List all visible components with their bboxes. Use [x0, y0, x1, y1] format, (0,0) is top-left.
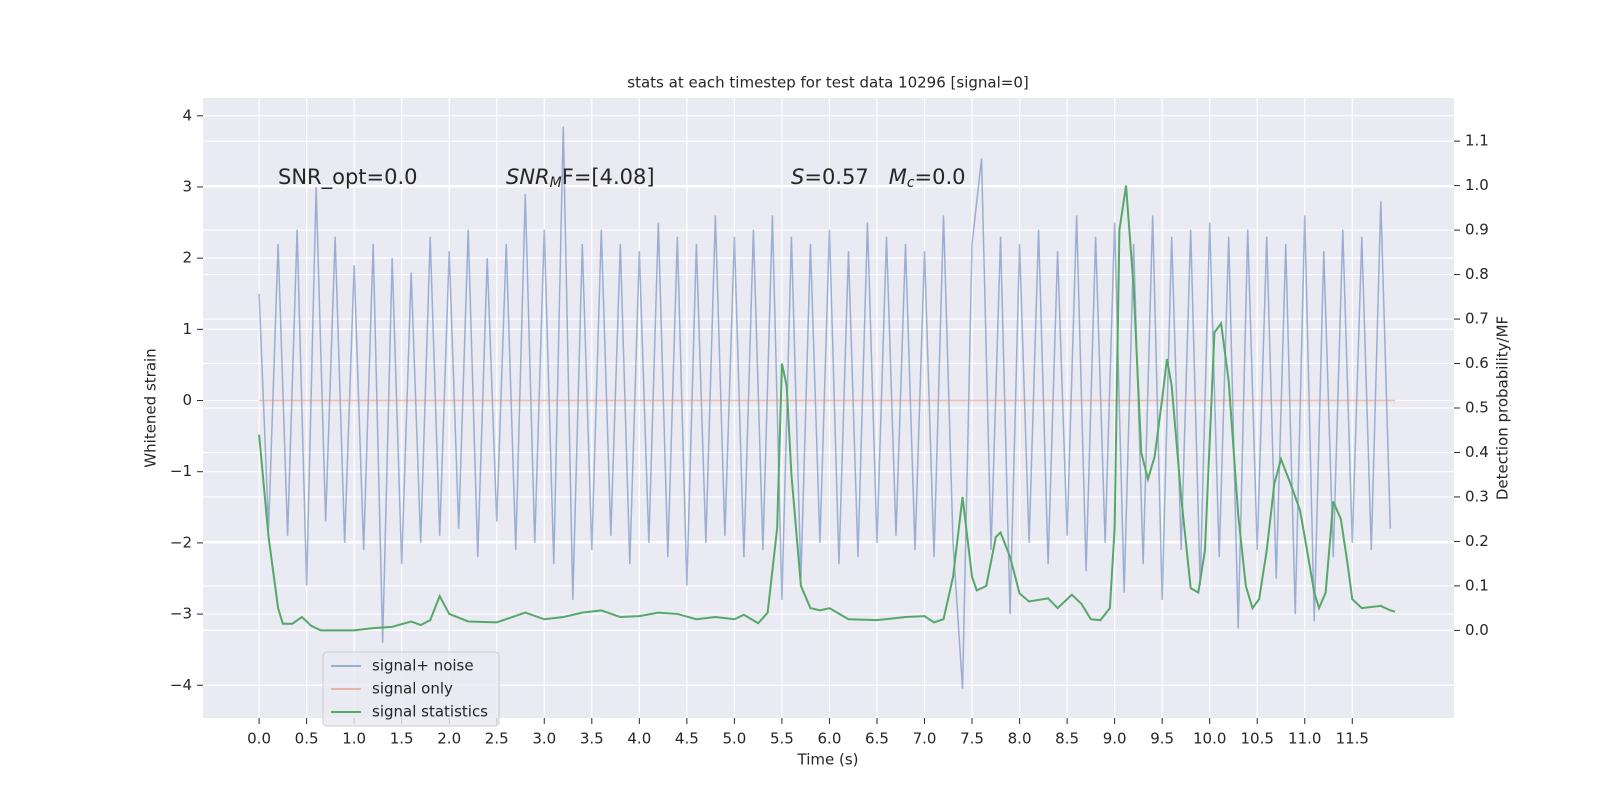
- x-tick-label: 2.0: [437, 730, 461, 748]
- annotation-part: =0.0: [915, 165, 966, 189]
- y2-tick-label: 0.5: [1465, 399, 1489, 417]
- y-tick-label: −1: [170, 462, 192, 480]
- x-tick-label: 8.0: [1008, 730, 1032, 748]
- x-tick-label: 10.5: [1241, 730, 1274, 748]
- annotation-part: SNR: [506, 165, 550, 189]
- annotation-part: F=[4.08]: [562, 165, 655, 189]
- x-tick-label: 4.0: [627, 730, 651, 748]
- x-tick-label: 0.5: [295, 730, 319, 748]
- annotation-part: M: [550, 175, 562, 191]
- x-tick-label: 11.0: [1288, 730, 1321, 748]
- annotation-part: =0.57: [804, 165, 868, 189]
- x-tick-label: 9.5: [1150, 730, 1174, 748]
- annotation: SNRMF=[4.08]: [506, 165, 655, 191]
- x-tick-label: 1.5: [390, 730, 414, 748]
- x-tick-label: 4.5: [675, 730, 699, 748]
- x-tick-label: 7.0: [913, 730, 937, 748]
- y-tick-label: 0: [182, 391, 192, 409]
- annotation-part: SNR_opt=0.0: [278, 165, 418, 190]
- y2-tick-label: 0.4: [1465, 443, 1489, 461]
- annotation-part: c: [907, 175, 915, 191]
- x-tick-label: 8.5: [1055, 730, 1079, 748]
- series-line: [258, 126, 1392, 689]
- y2-tick-label: 0.6: [1465, 354, 1489, 372]
- x-tick-label: 3.0: [532, 730, 556, 748]
- legend-label: signal only: [372, 680, 453, 698]
- x-tick-label: 0.0: [247, 730, 271, 748]
- x-tick-label: 6.0: [818, 730, 842, 748]
- y-tick-label: −3: [170, 605, 192, 623]
- annotation: S=0.57 Mc=0.0: [791, 165, 966, 191]
- y2-tick-label: 0.2: [1465, 532, 1489, 550]
- y-axis-label: Whitened strain: [142, 348, 160, 467]
- annotation: SNR_opt=0.0: [278, 165, 418, 190]
- y2-tick-label: 0.0: [1465, 621, 1489, 639]
- series-line: [258, 185, 1396, 632]
- annotation-part: M: [889, 165, 907, 189]
- x-tick-label: 1.0: [342, 730, 366, 748]
- y-tick-label: −2: [170, 533, 192, 551]
- x-tick-label: 3.5: [580, 730, 604, 748]
- x-tick-label: 9.0: [1103, 730, 1127, 748]
- y2-tick-label: 1.1: [1465, 132, 1489, 150]
- x-axis-label: Time (s): [797, 751, 859, 769]
- y2-tick-label: 0.9: [1465, 221, 1489, 239]
- legend-label: signal+ noise: [372, 657, 474, 675]
- x-tick-label: 5.5: [770, 730, 794, 748]
- y2-tick-label: 0.8: [1465, 265, 1489, 283]
- x-tick-label: 6.5: [865, 730, 889, 748]
- y-tick-label: −4: [170, 676, 192, 694]
- legend-label: signal statistics: [372, 703, 488, 721]
- y2-tick-label: 0.3: [1465, 487, 1489, 505]
- y2-axis-label: Detection probability/MF: [1494, 316, 1512, 500]
- x-tick-label: 11.5: [1336, 730, 1369, 748]
- y-tick-label: 4: [182, 106, 192, 124]
- annotation-part: S: [791, 165, 804, 189]
- legend-box: [322, 651, 500, 727]
- x-tick-label: 7.5: [960, 730, 984, 748]
- y-tick-label: 2: [182, 249, 192, 267]
- x-tick-label: 2.5: [485, 730, 509, 748]
- chart-title: stats at each timestep for test data 102…: [627, 74, 1028, 92]
- y-tick-label: 3: [182, 177, 192, 195]
- y2-tick-label: 0.1: [1465, 576, 1489, 594]
- y-tick-label: 1: [182, 320, 192, 338]
- x-tick-label: 5.0: [722, 730, 746, 748]
- y2-tick-label: 1.0: [1465, 176, 1489, 194]
- x-tick-label: 10.0: [1193, 730, 1226, 748]
- y2-tick-label: 0.7: [1465, 310, 1489, 328]
